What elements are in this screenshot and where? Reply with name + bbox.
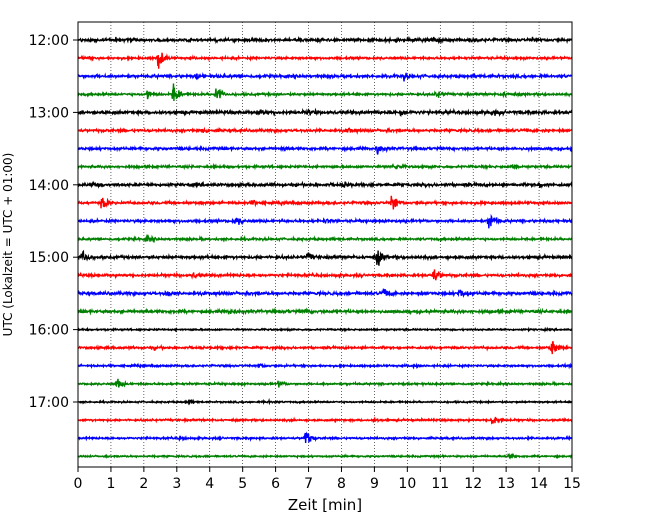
trace-1215 [77, 52, 573, 69]
trace-1200 [77, 35, 573, 45]
y-tick-label: 12:00 [29, 33, 69, 49]
x-tick-label: 5 [238, 476, 247, 492]
x-tick-label: 15 [563, 476, 581, 492]
trace-1230 [77, 71, 573, 82]
x-tick-label: 10 [398, 476, 416, 492]
trace-1345 [77, 162, 573, 171]
trace-1530 [77, 288, 573, 299]
x-axis-label: Zeit [min] [288, 496, 362, 514]
trace-lines [77, 35, 573, 460]
x-tick-label: 13 [497, 476, 515, 492]
trace-1445 [77, 234, 573, 244]
trace-1615 [77, 341, 573, 355]
y-tick-label: 16:00 [29, 323, 69, 339]
trace-1430 [77, 213, 573, 229]
vertical-gridlines [110, 22, 540, 467]
x-tick-label: 1 [106, 476, 115, 492]
trace-1300 [77, 107, 573, 118]
x-tick-label: 14 [530, 476, 548, 492]
y-tick-label: 13:00 [29, 105, 69, 121]
x-tick-label: 11 [431, 476, 449, 492]
trace-1315 [77, 126, 573, 135]
trace-1715 [77, 416, 573, 425]
x-tick-label: 8 [337, 476, 346, 492]
y-tick-label: 14:00 [29, 178, 69, 194]
x-tick-label: 3 [172, 476, 181, 492]
x-tick-label: 6 [271, 476, 280, 492]
x-axis-ticks: 0 1 2 3 4 5 6 7 8 9 10 11 12 13 14 15 [74, 467, 581, 492]
y-tick-label: 15:00 [29, 250, 69, 266]
trace-1545 [77, 307, 573, 316]
trace-1415 [77, 195, 573, 210]
x-tick-label: 12 [464, 476, 482, 492]
trace-1515 [77, 269, 573, 281]
trace-1645 [77, 378, 573, 388]
y-tick-label: 17:00 [29, 395, 69, 411]
trace-1400 [77, 180, 573, 190]
trace-1245 [77, 83, 573, 102]
trace-1600 [77, 326, 573, 333]
trace-1730 [77, 431, 573, 443]
x-tick-label: 2 [139, 476, 148, 492]
trace-1330 [77, 144, 573, 155]
x-tick-label: 0 [74, 476, 83, 492]
trace-1500 [77, 249, 573, 266]
plot-frame [77, 21, 573, 468]
y-axis-ticks: 12:00 13:00 14:00 15:00 16:00 17:00 [29, 33, 78, 411]
x-tick-label: 9 [370, 476, 379, 492]
trace-1700 [77, 397, 573, 406]
trace-1745 [77, 452, 573, 460]
trace-1630 [77, 362, 573, 370]
x-tick-label: 4 [205, 476, 214, 492]
y-axis-label: UTC (Lokalzeit = UTC + 01:00) [1, 153, 15, 337]
x-tick-label: 7 [304, 476, 313, 492]
